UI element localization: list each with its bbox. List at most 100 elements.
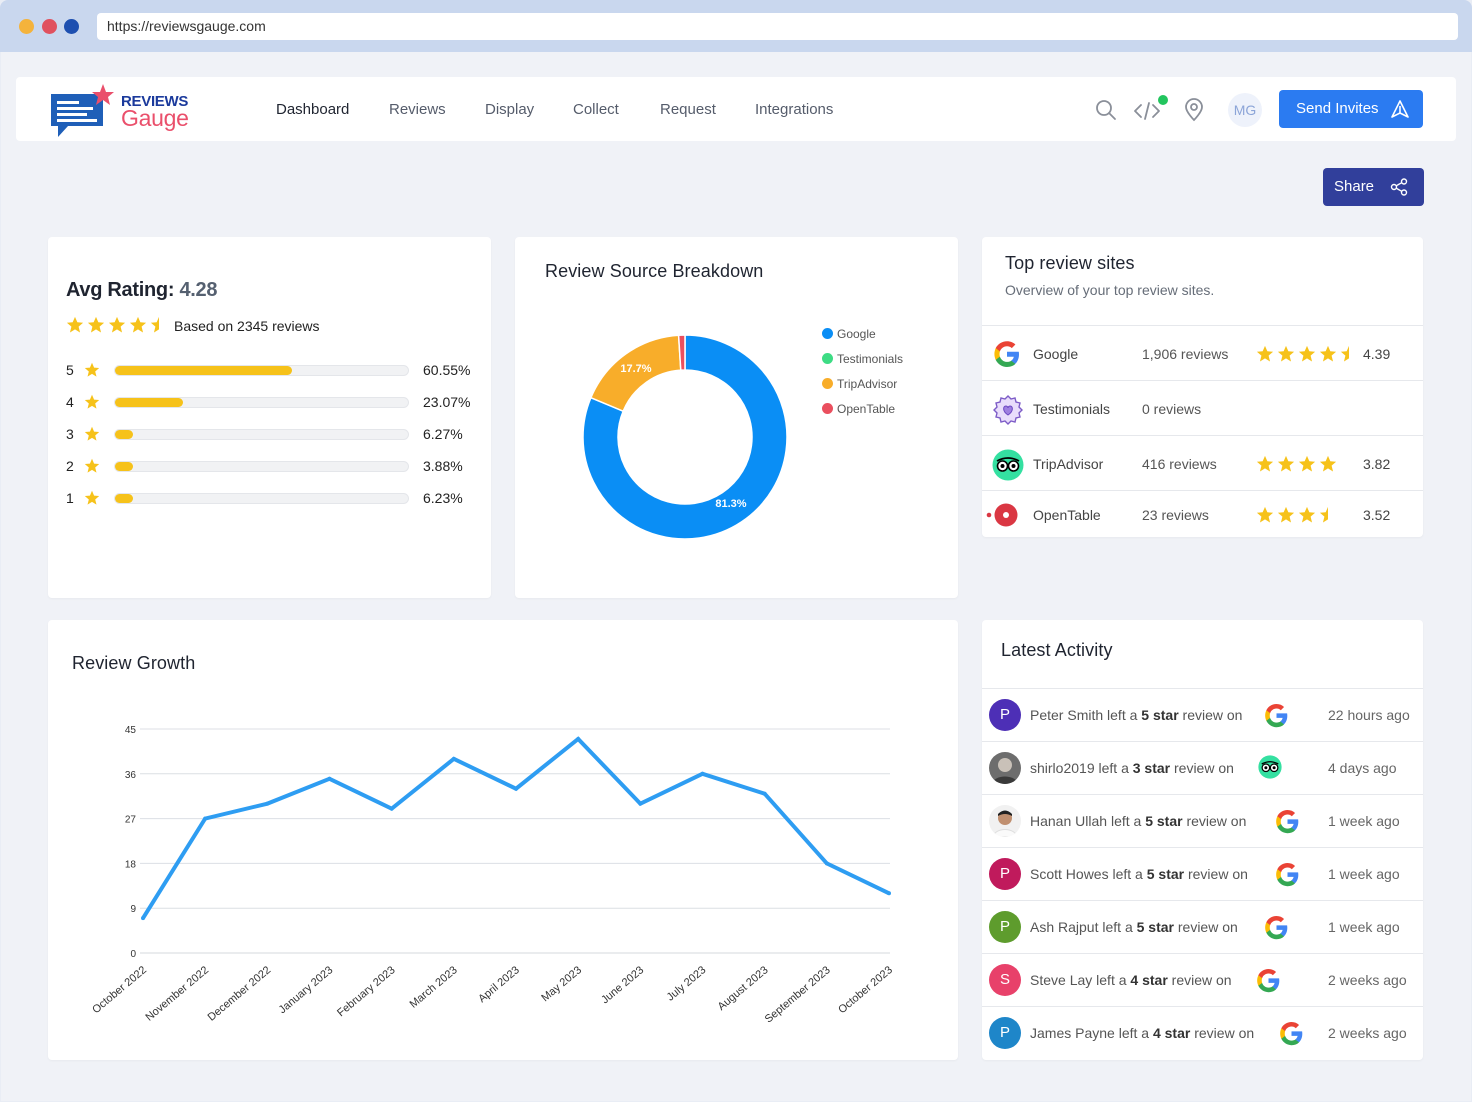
star-icon [1298, 345, 1316, 362]
activity-row[interactable]: S Steve Lay left a 4 star review on 2 we… [982, 953, 1423, 1006]
close-window-button[interactable] [42, 19, 57, 34]
growth-data-point[interactable] [638, 801, 643, 806]
maximize-window-button[interactable] [64, 19, 79, 34]
activity-tail: review on [1170, 760, 1234, 776]
growth-data-point[interactable] [203, 816, 208, 821]
star-icon [84, 490, 100, 505]
activity-mid: left a [1094, 760, 1133, 776]
rating-bar [114, 397, 409, 408]
legend-label-google: Google [837, 327, 876, 341]
growth-data-point[interactable] [824, 861, 829, 866]
user-avatar[interactable]: MG [1228, 93, 1262, 127]
activity-reviewer: Steve Lay [1030, 972, 1093, 988]
growth-data-point[interactable] [265, 801, 270, 806]
rating-row-percent: 6.27% [423, 426, 463, 442]
site-row-tripadvisor[interactable]: TripAdvisor 416 reviews 3.82 [982, 435, 1423, 490]
activity-row[interactable]: Hanan Ullah left a 5 star review on 1 we… [982, 794, 1423, 847]
activity-avatar: S [989, 964, 1021, 996]
site-row-testimonials[interactable]: Testimonials 0 reviews [982, 380, 1423, 435]
nav-integrations[interactable]: Integrations [755, 101, 834, 118]
location-pin-icon[interactable] [1182, 98, 1206, 122]
nav-collect[interactable]: Collect [573, 101, 619, 118]
star-icon [108, 316, 126, 333]
x-tick-label: May 2023 [539, 964, 584, 1004]
growth-data-point[interactable] [576, 736, 581, 741]
avg-rating-card [48, 237, 491, 598]
activity-row[interactable]: P Ash Rajput left a 5 star review on 1 w… [982, 900, 1423, 953]
search-icon[interactable] [1094, 98, 1118, 122]
growth-data-point[interactable] [762, 791, 767, 796]
activity-mid: left a [1108, 866, 1147, 882]
logo-wordmark-bottom: Gauge [121, 105, 189, 131]
rating-bar-fill [115, 462, 133, 471]
google-icon [1265, 703, 1288, 728]
nav-reviews[interactable]: Reviews [389, 101, 446, 118]
star-icon [150, 316, 168, 333]
legend-tripadvisor[interactable]: TripAdvisor [822, 377, 897, 391]
rating-bar [114, 461, 409, 472]
activity-star-count: 3 star [1132, 760, 1171, 776]
code-embed-icon[interactable] [1134, 93, 1168, 123]
activity-avatar: P [989, 911, 1021, 943]
activity-time: 22 hours ago [1328, 707, 1410, 723]
star-icon [1256, 506, 1274, 523]
growth-data-point[interactable] [141, 916, 145, 921]
donut-label-google: 81.3% [715, 498, 746, 510]
growth-data-point[interactable] [327, 776, 332, 781]
user-photo [989, 752, 1021, 784]
donut-slice-opentable[interactable] [677, 334, 686, 371]
activity-star-count: 5 star [1145, 813, 1183, 829]
x-tick-label: October 2022 [90, 964, 149, 1016]
x-tick-label: July 2023 [665, 964, 709, 1003]
donut-slice-google[interactable] [582, 334, 788, 540]
activity-time: 2 weeks ago [1328, 1025, 1407, 1041]
legend-testimonials[interactable]: Testimonials [822, 352, 903, 366]
share-button[interactable]: Share [1323, 168, 1424, 206]
site-name: Testimonials [1033, 401, 1111, 417]
growth-series-line[interactable] [141, 736, 890, 920]
activity-star-count: 4 star [1130, 972, 1168, 988]
site-name: Google [1033, 346, 1079, 362]
y-tick-label: 18 [125, 859, 137, 870]
growth-data-point[interactable] [389, 806, 394, 811]
avg-rating-label: Avg Rating: [66, 279, 175, 301]
google-icon [994, 341, 1019, 367]
activity-text: Scott Howes left a 5 star review on [1030, 866, 1248, 882]
x-tick-label: November 2022 [143, 964, 211, 1024]
site-row-google[interactable]: Google 1,906 reviews 4.39 [982, 325, 1423, 380]
nav-request[interactable]: Request [660, 101, 716, 118]
growth-data-point[interactable] [451, 756, 456, 761]
site-review-count: 416 reviews [1142, 456, 1217, 472]
site-row-opentable[interactable]: OpenTable 23 reviews 3.52 [982, 490, 1423, 538]
share-icon [1390, 178, 1408, 196]
activity-row[interactable]: P Peter Smith left a 5 star review on 22… [982, 688, 1423, 741]
growth-data-point[interactable] [514, 786, 518, 791]
activity-time: 1 week ago [1328, 813, 1400, 829]
growth-data-point[interactable] [887, 891, 891, 896]
nav-dashboard[interactable]: Dashboard [276, 101, 350, 118]
activity-row[interactable]: P Scott Howes left a 5 star review on 1 … [982, 847, 1423, 900]
activity-row[interactable]: shirlo2019 left a 3 star review on 4 day… [982, 741, 1423, 794]
address-bar[interactable]: https://reviewsgauge.com [97, 13, 1458, 40]
reviewsgauge-logo[interactable] [50, 82, 200, 140]
donut-label-tripadvisor: 17.7% [620, 363, 651, 375]
legend-opentable[interactable]: OpenTable [822, 402, 895, 416]
activity-text: Peter Smith left a 5 star review on [1030, 707, 1242, 723]
x-tick-label: September 2023 [763, 964, 833, 1025]
star-icon [1298, 506, 1316, 523]
top-sites-title: Top review sites [1005, 253, 1135, 273]
growth-data-point[interactable] [700, 771, 705, 776]
nav-display[interactable]: Display [485, 101, 535, 118]
legend-google[interactable]: Google [822, 327, 876, 341]
send-invites-button[interactable]: Send Invites [1279, 90, 1423, 128]
activity-avatar [989, 805, 1021, 837]
user-photo [989, 805, 1021, 837]
star-icon [84, 362, 100, 377]
activity-mid: left a [1092, 972, 1131, 988]
activity-row[interactable]: P James Payne left a 4 star review on 2 … [982, 1006, 1423, 1059]
avg-rating-value: 4.28 [179, 279, 218, 301]
rating-row-stars: 3 [66, 426, 74, 442]
send-icon [1391, 100, 1409, 118]
minimize-window-button[interactable] [19, 19, 34, 34]
activity-reviewer: Scott Howes [1030, 866, 1109, 882]
